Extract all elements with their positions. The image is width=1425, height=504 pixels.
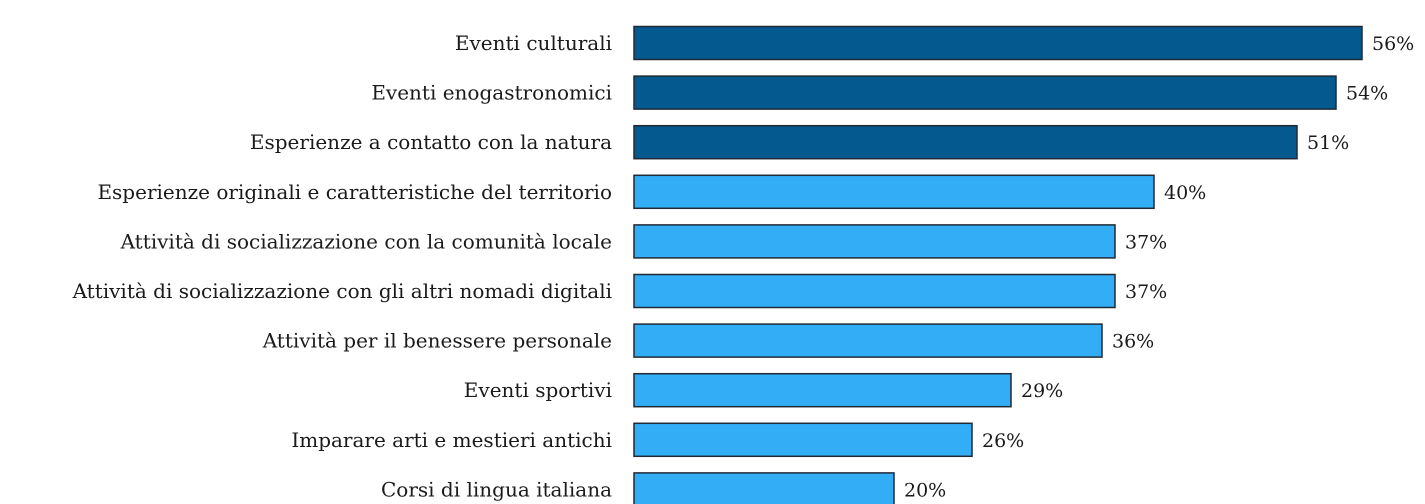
bar-5 [633,224,1116,259]
category-label-4: Esperienze originali e caratteristiche d… [97,180,612,204]
value-label-10: 20% [904,479,946,501]
category-label-8: Eventi sportivi [464,378,612,402]
bar-7 [633,323,1103,358]
bar-2 [633,75,1337,110]
bar-6 [633,273,1116,309]
bar-9 [633,422,973,458]
bar-8 [633,372,1012,408]
value-label-3: 51% [1307,132,1349,154]
bar-1 [633,25,1363,61]
category-label-3: Esperienze a contatto con la natura [250,130,612,154]
value-label-7: 36% [1112,331,1154,353]
category-label-1: Eventi culturali [455,31,612,55]
value-label-9: 26% [982,430,1024,452]
value-label-5: 37% [1125,231,1167,253]
bar-10 [633,472,895,504]
category-label-9: Imparare arti e mestieri antichi [291,428,612,452]
category-label-10: Corsi di lingua italiana [381,477,612,501]
bar-4 [633,174,1155,210]
value-label-2: 54% [1346,83,1388,105]
category-label-5: Attività di socializzazione con la comun… [120,229,612,253]
bar-3 [633,124,1298,160]
category-label-7: Attività per il benessere personale [262,329,612,353]
category-label-2: Eventi enogastronomici [371,81,612,105]
value-label-8: 29% [1021,380,1063,402]
value-label-4: 40% [1164,182,1206,204]
value-label-1: 56% [1372,33,1414,55]
category-label-6: Attività di socializzazione con gli altr… [72,279,612,303]
value-label-6: 37% [1125,281,1167,303]
